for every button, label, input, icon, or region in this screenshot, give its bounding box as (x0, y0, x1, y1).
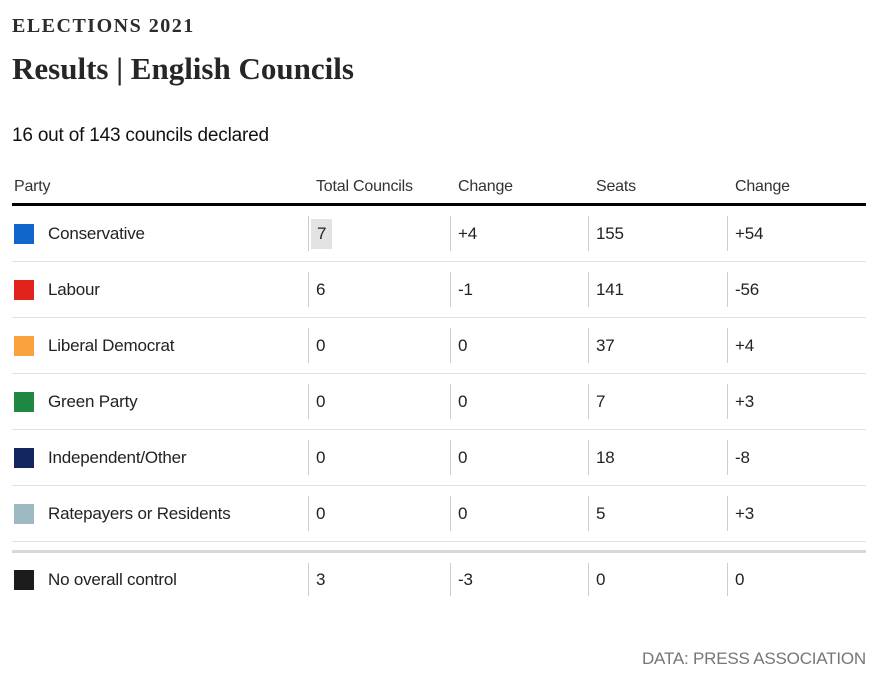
table-row: Green Party 0 0 7 +3 (12, 374, 866, 430)
councils-change-cell: 0 (450, 430, 588, 485)
seats-cell: 7 (588, 374, 727, 429)
councils-change-value: 0 (458, 335, 468, 355)
table-row: Conservative 7 +4 155 +54 (12, 206, 866, 262)
councils-change-cell: -3 (450, 553, 588, 606)
seats-change-value: +3 (735, 391, 754, 411)
total-councils-value: 3 (316, 569, 326, 589)
total-councils-cell: 0 (308, 430, 450, 485)
seats-change-cell: 0 (727, 553, 866, 606)
total-councils-value: 0 (316, 447, 326, 467)
party-cell: Green Party (12, 374, 308, 429)
total-councils-cell: 3 (308, 553, 450, 606)
councils-change-value: -1 (458, 279, 473, 299)
seats-value: 155 (596, 223, 624, 243)
table-row: Liberal Democrat 0 0 37 +4 (12, 318, 866, 374)
councils-change-cell: -1 (450, 262, 588, 317)
party-cell: Liberal Democrat (12, 318, 308, 373)
table-row: Independent/Other 0 0 18 -8 (12, 430, 866, 486)
councils-change-cell: 0 (450, 486, 588, 541)
party-name: Ratepayers or Residents (48, 503, 231, 523)
total-councils-value: 6 (316, 279, 326, 299)
seats-value: 18 (596, 447, 615, 467)
column-header-seats-change: Change (735, 177, 790, 195)
declaration-status: 16 out of 143 councils declared (12, 125, 269, 146)
seats-cell: 5 (588, 486, 727, 541)
seats-change-cell: +54 (727, 206, 866, 261)
party-name: Green Party (48, 391, 138, 411)
seats-value: 37 (596, 335, 615, 355)
seats-change-value: 0 (735, 569, 745, 589)
total-councils-value: 7 (311, 218, 333, 249)
kicker: ELECTIONS 2021 (12, 15, 195, 37)
party-color-swatch (14, 335, 34, 356)
table-row: No overall control 3 -3 0 0 (12, 550, 866, 606)
councils-change-value: -3 (458, 569, 473, 589)
column-header-party: Party (14, 177, 51, 195)
results-table-header: Party Total Councils Change Seats Change (12, 170, 866, 206)
seats-change-value: +54 (735, 223, 764, 243)
seats-change-value: -8 (735, 447, 750, 467)
seats-change-cell: -8 (727, 430, 866, 485)
party-color-swatch (14, 391, 34, 412)
column-header-total-councils: Total Councils (316, 177, 413, 195)
total-councils-cell: 0 (308, 486, 450, 541)
table-row: Labour 6 -1 141 -56 (12, 262, 866, 318)
seats-cell: 141 (588, 262, 727, 317)
column-header-seats: Seats (596, 177, 636, 195)
seats-value: 5 (596, 503, 606, 523)
total-councils-value: 0 (316, 391, 326, 411)
party-color-swatch (14, 569, 34, 590)
councils-change-cell: 0 (450, 318, 588, 373)
total-councils-cell: 7 (308, 206, 450, 261)
results-table: Party Total Councils Change Seats Change… (12, 170, 866, 606)
total-councils-cell: 0 (308, 374, 450, 429)
party-name: Labour (48, 279, 100, 299)
total-councils-cell: 6 (308, 262, 450, 317)
party-cell: Independent/Other (12, 430, 308, 485)
table-row: Ratepayers or Residents 0 0 5 +3 (12, 486, 866, 542)
councils-change-value: 0 (458, 503, 468, 523)
party-color-swatch (14, 223, 34, 244)
seats-cell: 37 (588, 318, 727, 373)
party-name: No overall control (48, 569, 177, 589)
party-color-swatch (14, 279, 34, 300)
election-results-page: ELECTIONS 2021 Results | English Council… (12, 14, 866, 668)
data-source: DATA: PRESS ASSOCIATION (641, 649, 866, 668)
seats-cell: 18 (588, 430, 727, 485)
party-cell: No overall control (12, 553, 308, 606)
party-name: Independent/Other (48, 447, 187, 467)
seats-value: 7 (596, 391, 606, 411)
seats-cell: 155 (588, 206, 727, 261)
seats-change-cell: +4 (727, 318, 866, 373)
seats-change-cell: +3 (727, 374, 866, 429)
councils-change-cell: 0 (450, 374, 588, 429)
councils-change-value: +4 (458, 223, 477, 243)
total-councils-value: 0 (316, 335, 326, 355)
party-name: Conservative (48, 223, 145, 243)
seats-change-cell: +3 (727, 486, 866, 541)
party-name: Liberal Democrat (48, 335, 175, 355)
total-councils-value: 0 (316, 503, 326, 523)
party-color-swatch (14, 447, 34, 468)
councils-change-value: 0 (458, 447, 468, 467)
party-cell: Conservative (12, 206, 308, 261)
total-councils-cell: 0 (308, 318, 450, 373)
seats-change-value: +4 (735, 335, 754, 355)
party-cell: Labour (12, 262, 308, 317)
seats-change-value: -56 (735, 279, 759, 299)
party-color-swatch (14, 503, 34, 524)
seats-cell: 0 (588, 553, 727, 606)
seats-value: 0 (596, 569, 606, 589)
seats-value: 141 (596, 279, 624, 299)
councils-change-value: 0 (458, 391, 468, 411)
seats-change-value: +3 (735, 503, 754, 523)
page-header: ELECTIONS 2021 Results | English Council… (12, 14, 866, 86)
party-cell: Ratepayers or Residents (12, 486, 308, 541)
page-title: Results | English Councils (12, 51, 354, 86)
councils-change-cell: +4 (450, 206, 588, 261)
results-table-body: Conservative 7 +4 155 +54 Labour 6 -1 14… (12, 206, 866, 606)
seats-change-cell: -56 (727, 262, 866, 317)
column-header-councils-change: Change (458, 177, 513, 195)
